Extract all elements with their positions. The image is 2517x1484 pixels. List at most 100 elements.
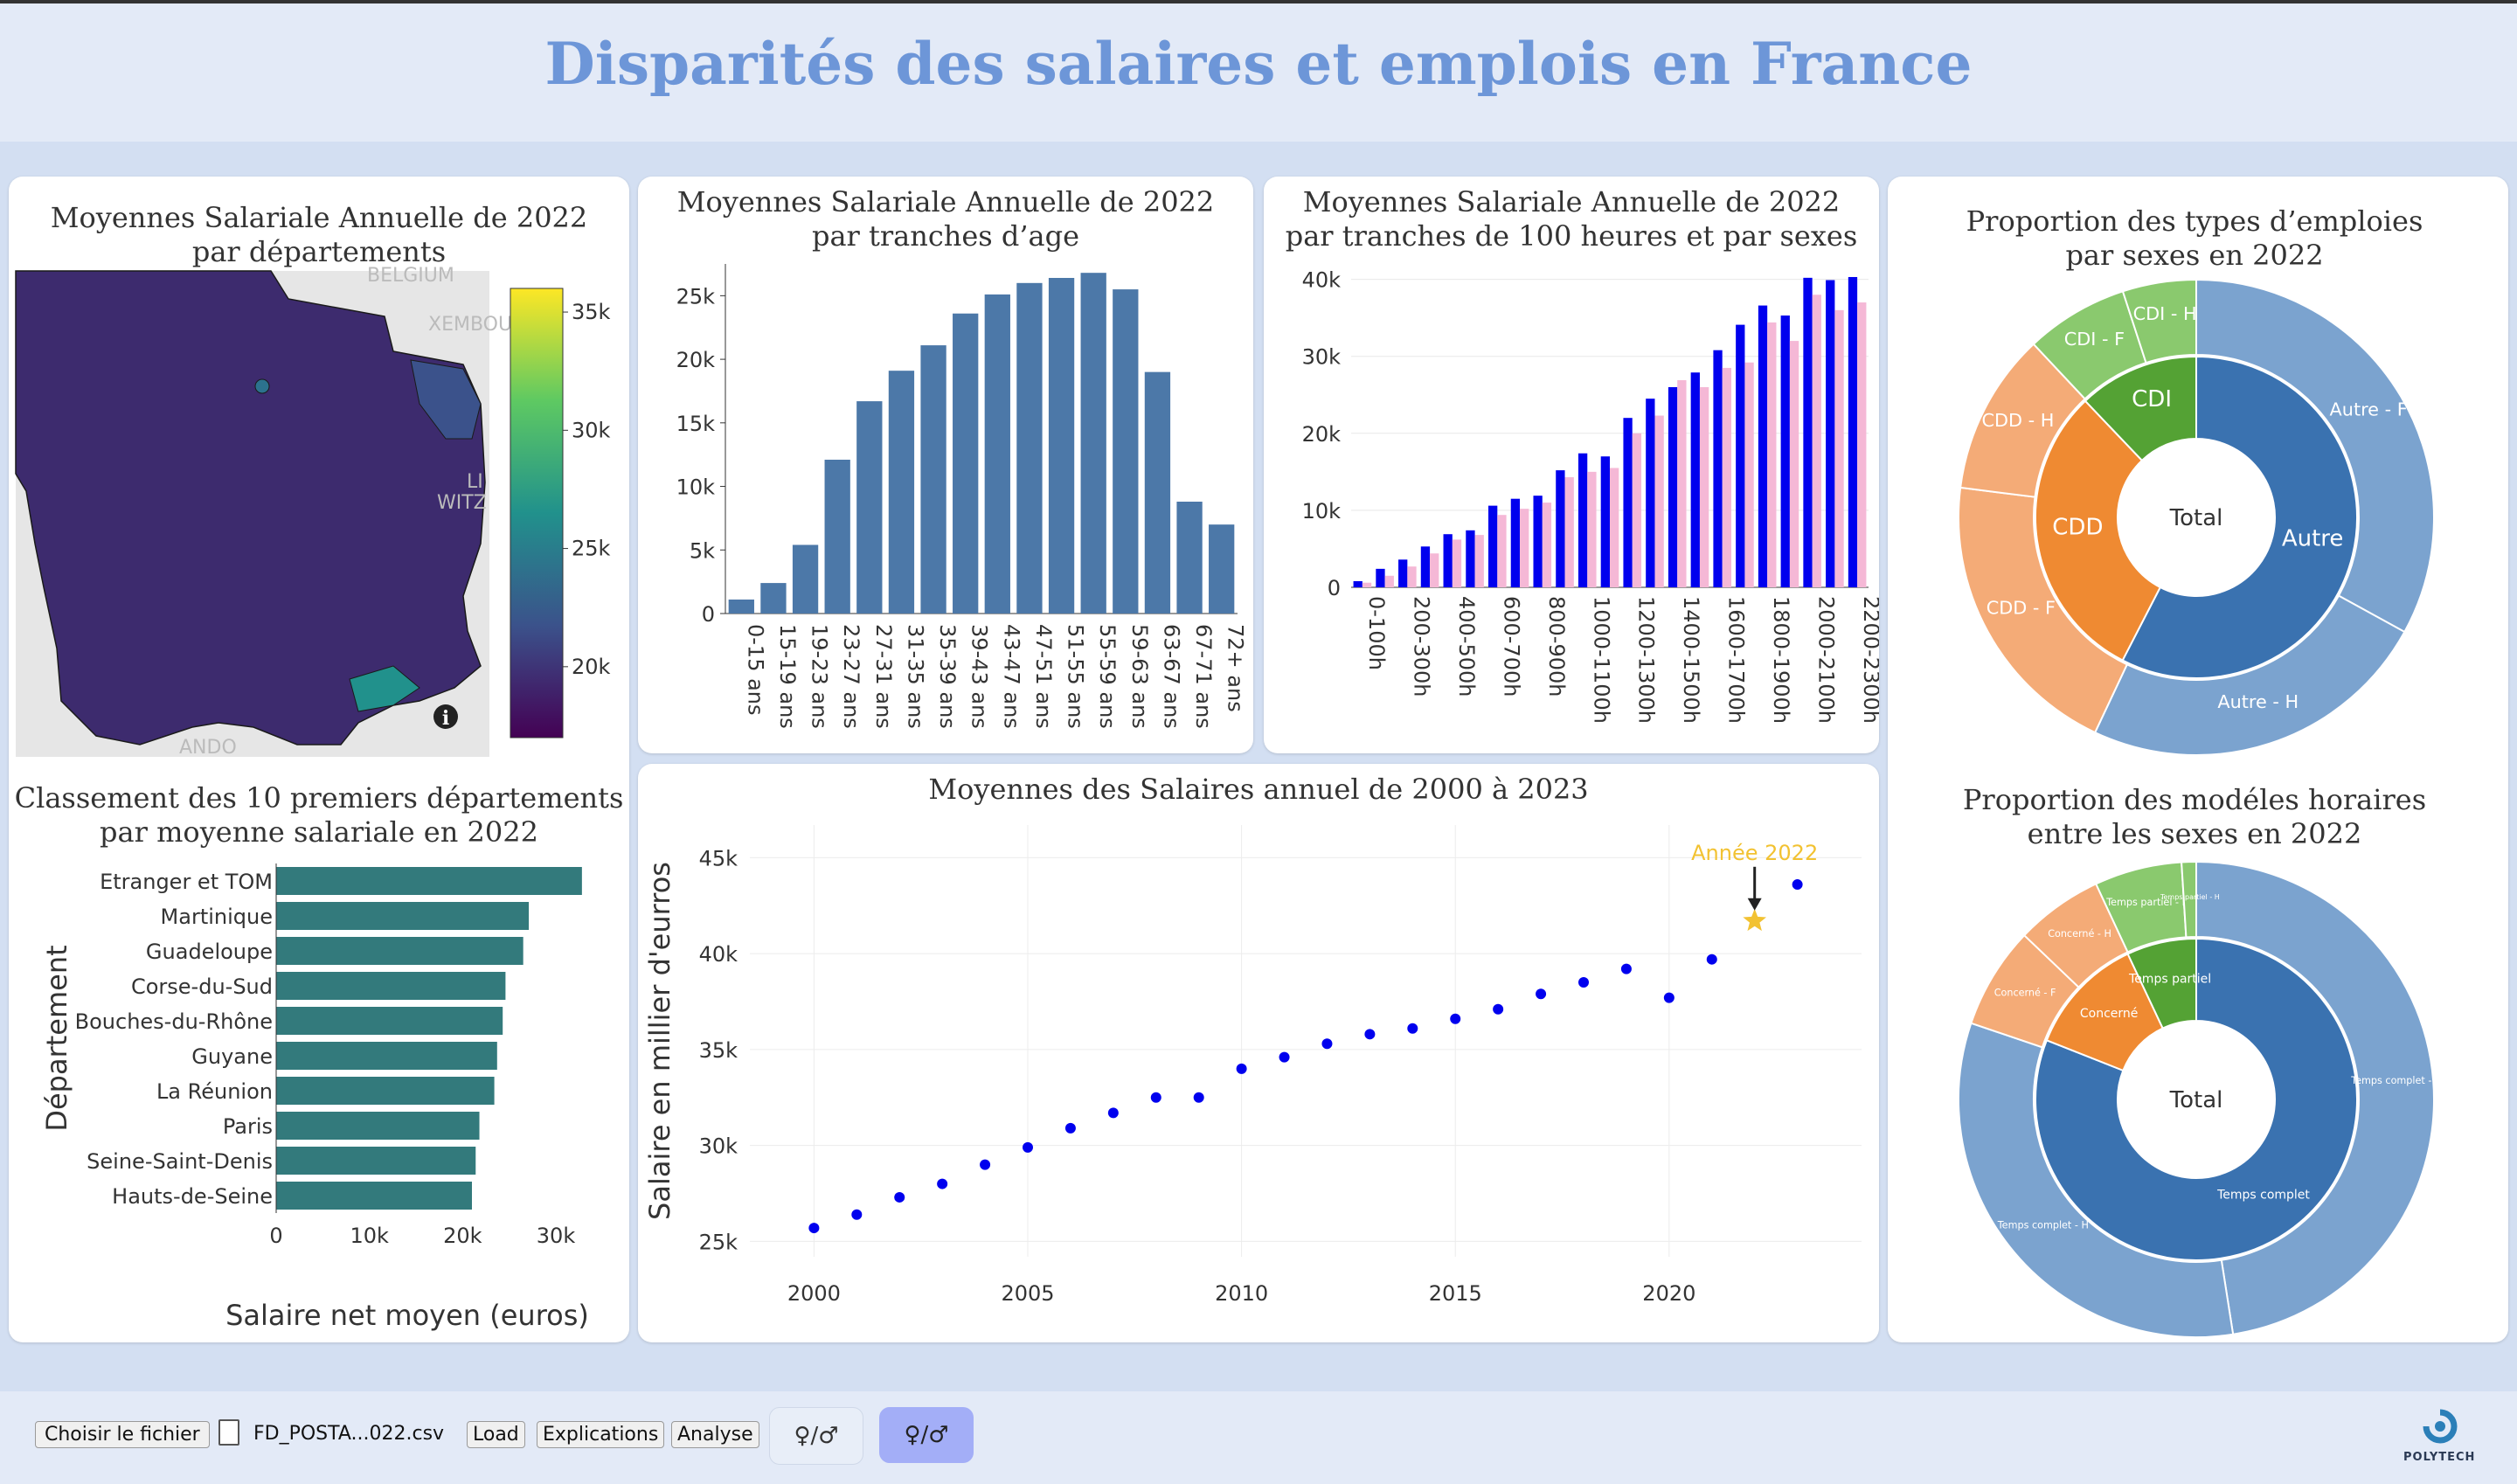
timeline-point: [1236, 1063, 1247, 1074]
department-paris[interactable]: [254, 378, 270, 394]
sunburst1-outer-segment: [2195, 278, 2435, 634]
ranking-y-tick-label: Guadeloupe: [146, 940, 273, 964]
age-bar: [856, 401, 883, 614]
hours-bar: [1430, 553, 1439, 587]
age-bar: [920, 345, 946, 614]
department-bouches-du-rhone[interactable]: [349, 665, 420, 712]
analyse-button[interactable]: Analyse: [671, 1421, 759, 1448]
ranking-bar: [276, 902, 530, 930]
hours-bar: [1848, 276, 1858, 587]
hours-bar: [1736, 324, 1745, 587]
timeline-x-tick-label: 2020: [1642, 1281, 1695, 1306]
load-button[interactable]: Load: [467, 1421, 525, 1448]
timeline-point: [1663, 992, 1675, 1003]
hours-y-tick-label: 20k: [1302, 422, 1342, 447]
hours-bar: [1384, 575, 1394, 587]
ranking-y-axis-title: Département: [40, 945, 73, 1131]
hours-bar: [1510, 498, 1521, 587]
sunburst1-inner-segment: [2084, 355, 2197, 462]
sunburst1-inner-label: CDD: [2052, 514, 2103, 540]
timeline-title: Moyennes des Salaires annuel de 2000 à 2…: [928, 773, 1588, 806]
ranking-bar: [276, 867, 582, 895]
hours-bar: [1632, 433, 1642, 587]
timeline-point: [1536, 988, 1547, 1000]
timeline-point: [937, 1178, 948, 1189]
logo-text: POLYTECH: [2403, 1451, 2476, 1464]
hours-bar: [1654, 415, 1664, 587]
timeline-point: [1107, 1107, 1119, 1119]
hours-bar: [1353, 580, 1363, 587]
age-y-tick-label: 0: [702, 602, 715, 627]
hours-x-tick-label: 400-500h: [1454, 596, 1479, 697]
hours-bar: [1803, 277, 1813, 587]
sunburst2-outer-label: Temps partiel - F: [2105, 897, 2188, 908]
hours-bar: [1488, 505, 1498, 587]
map-title-line2: par départements: [192, 235, 446, 268]
sunburst1-outer-label: CDD - H: [1981, 410, 2054, 431]
ranking-bar: [276, 972, 506, 1000]
polytech-logo: [2423, 1409, 2458, 1444]
timeline-point: [1578, 977, 1589, 988]
sunburst1-title-line2: par sexes en 2022: [2065, 239, 2323, 272]
france-departments[interactable]: [15, 270, 486, 745]
age-x-tick-label: 43-47 ans: [999, 624, 1023, 729]
age-bar: [1209, 524, 1235, 614]
hours-bar: [1556, 470, 1565, 587]
age-x-tick-label: 15-19 ans: [775, 624, 800, 729]
ranking-x-tick-label: 10k: [350, 1224, 389, 1248]
sunburst1-outer-label: CDD - F: [1987, 597, 2056, 618]
hours-bar: [1452, 539, 1462, 587]
hours-bar: [1466, 530, 1475, 587]
hours-x-tick-label: 600-700h: [1499, 596, 1523, 697]
ranking-y-tick-label: Seine-Saint-Denis: [87, 1149, 273, 1174]
hours-bar: [1398, 559, 1408, 587]
hours-x-tick-label: 0-100h: [1364, 596, 1389, 670]
age-title-line2: par tranches d’age: [812, 219, 1079, 253]
timeline-point: [1321, 1038, 1333, 1050]
hours-x-tick-label: 1000-1100h: [1589, 596, 1613, 724]
hours-bar: [1699, 386, 1709, 587]
page-title: Disparités des salaires et emplois en Fr…: [544, 30, 1973, 98]
hours-bar: [1564, 477, 1574, 587]
timeline-highlight-star: [1743, 908, 1767, 932]
age-x-tick-label: 27-31 ans: [871, 624, 896, 729]
country-label: WITZ: [437, 492, 487, 514]
explications-button[interactable]: Explications: [537, 1421, 665, 1448]
map-ranking-card: Moyennes Salariale Annuelle de 2022 par …: [9, 177, 629, 1342]
sex-toggle-active-button[interactable]: ♀/♂: [879, 1407, 974, 1463]
timeline-point: [851, 1209, 863, 1220]
sunburst1-inner-segment: [2035, 399, 2162, 662]
sunburst2-outer-label: Concerné - F: [1994, 987, 2056, 998]
sunburst2-inner-segment: [2035, 937, 2358, 1261]
hours-bar: [1758, 305, 1768, 587]
age-bar: [792, 544, 819, 614]
age-y-tick-label: 15k: [676, 412, 716, 436]
sunburst2-outer-segment: [1958, 1022, 2235, 1338]
age-x-tick-label: 55-59 ans: [1095, 624, 1120, 729]
age-bar: [1144, 371, 1171, 614]
age-title-line1: Moyennes Salariale Annuelle de 2022: [677, 185, 1215, 218]
ranking-x-tick-label: 20k: [443, 1224, 482, 1248]
hours-chart: Moyennes Salariale Annuelle de 2022 par …: [1286, 185, 1879, 724]
hours-bar: [1668, 386, 1678, 587]
age-bar: [888, 371, 915, 614]
sunburst2-outer-segment: [2181, 860, 2197, 939]
hours-bar: [1407, 566, 1417, 587]
sunburst1-center-label: Total: [2169, 505, 2223, 531]
choose-file-button[interactable]: Choisir le fichier: [35, 1421, 210, 1448]
info-icon[interactable]: i: [433, 704, 458, 730]
timeline-y-axis-title: Salaire en millier d'eurros: [643, 862, 676, 1220]
hours-bar: [1677, 380, 1687, 587]
sunburst2-inner-label: Concerné: [2080, 1007, 2139, 1021]
age-y-tick-label: 25k: [676, 284, 716, 309]
age-bar: [953, 313, 979, 614]
ranking-bar: [276, 1182, 472, 1210]
sunburst2-outer-label: Temps complet - H: [1997, 1220, 2089, 1231]
department-high-east[interactable]: [410, 359, 482, 440]
age-bar: [1080, 273, 1106, 614]
colorbar-tick-label: 35k: [572, 300, 611, 324]
sex-toggle-button[interactable]: ♀/♂: [769, 1407, 863, 1465]
hours-x-tick-label: 1200-1300h: [1634, 596, 1659, 724]
ranking-x-tick-label: 0: [269, 1224, 282, 1248]
hours-bar: [1857, 302, 1867, 587]
